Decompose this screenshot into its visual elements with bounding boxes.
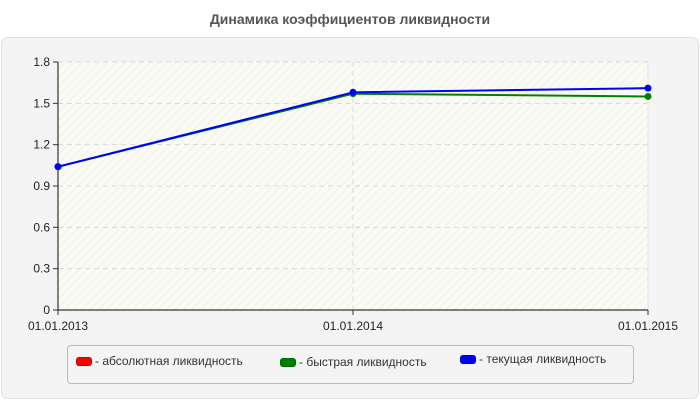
y-tick-label: 0.3 xyxy=(33,262,50,276)
x-tick-label: 01.01.2013 xyxy=(28,319,88,333)
y-tick-label: 0 xyxy=(43,303,50,317)
plot-area xyxy=(58,62,648,310)
data-point[interactable] xyxy=(644,84,652,92)
data-point[interactable] xyxy=(349,88,357,96)
y-tick-label: 1.5 xyxy=(33,96,50,110)
gridlines xyxy=(58,61,649,310)
y-tick-label: 1.2 xyxy=(33,138,50,152)
legend-swatch-red xyxy=(76,356,92,366)
data-point[interactable] xyxy=(54,163,62,171)
y-tick-label: 0.9 xyxy=(33,179,50,193)
x-tick-label: 01.01.2014 xyxy=(323,319,383,333)
legend-label: - абсолютная ликвидность xyxy=(95,354,243,368)
x-tick-label: 01.01.2015 xyxy=(618,319,678,333)
chart-title: Динамика коэффициентов ликвидности xyxy=(209,11,491,27)
data-point[interactable] xyxy=(644,92,652,100)
legend-label: - быстрая ликвидность xyxy=(299,355,427,369)
series-lines xyxy=(54,84,652,171)
legend-item-quick: - быстрая ликвидность xyxy=(280,355,427,369)
legend-item-current: - текущая ликвидность xyxy=(460,352,606,366)
y-tick-label: 0.6 xyxy=(33,220,50,234)
legend-swatch-green xyxy=(280,357,296,367)
legend-item-absolute: - абсолютная ликвидность xyxy=(76,354,243,368)
legend-swatch-blue xyxy=(460,354,476,364)
legend: - абсолютная ликвидность - быстрая ликви… xyxy=(67,345,634,384)
legend-label: - текущая ликвидность xyxy=(479,352,607,366)
y-tick-label: 1.8 xyxy=(33,55,50,69)
axes: 0 0.3 0.6 0.9 1.2 1.5 1.8 01.01.2013 01.01.2014 0… xyxy=(28,55,678,333)
